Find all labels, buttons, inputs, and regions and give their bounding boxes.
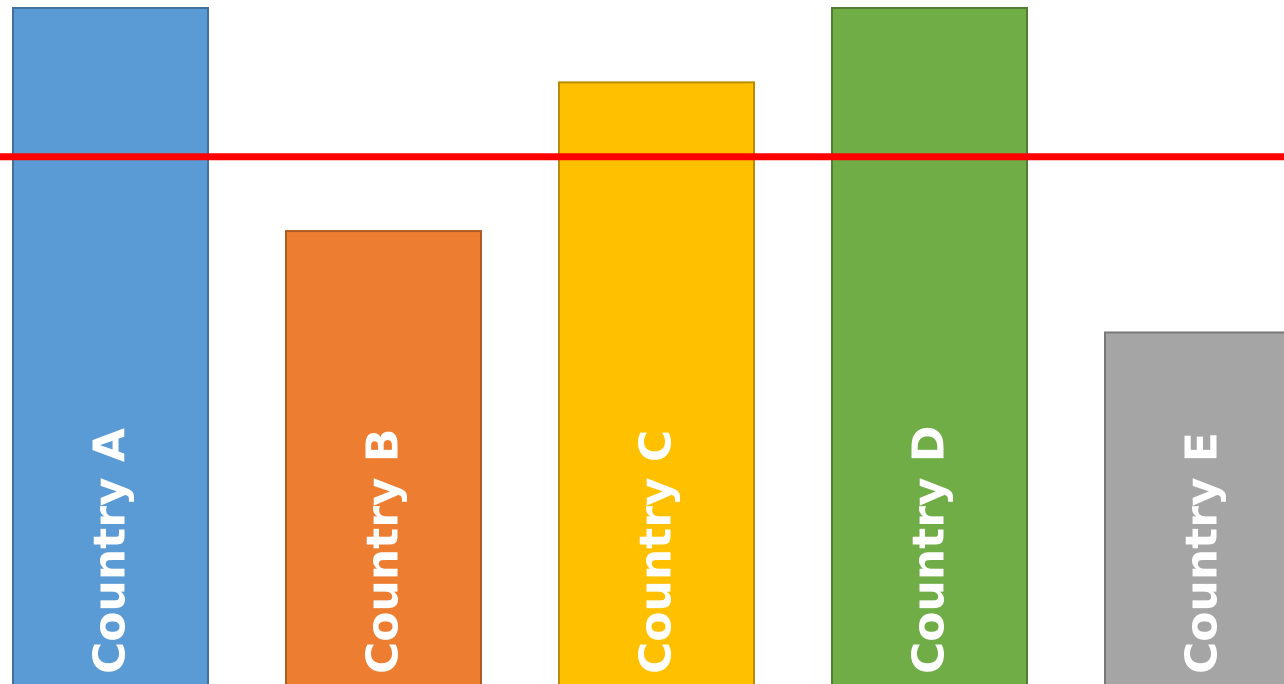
- bar-country-a: [12, 7, 209, 684]
- bar-label-country-d: Country D: [904, 426, 955, 674]
- bar-country-c: [558, 81, 755, 684]
- bar-label-country-b: Country B: [358, 429, 409, 674]
- bar-country-b: [285, 230, 482, 684]
- bar-label-country-c: Country C: [631, 430, 682, 674]
- bars-group: [12, 7, 1284, 684]
- bar-country-e: [1104, 331, 1284, 684]
- bar-label-country-a: Country A: [85, 428, 136, 674]
- bar-labels-group: Country A Country B Country C Country D Coun…: [85, 426, 1228, 674]
- bar-country-d: [831, 7, 1028, 684]
- bar-label-country-e: Country E: [1177, 432, 1228, 674]
